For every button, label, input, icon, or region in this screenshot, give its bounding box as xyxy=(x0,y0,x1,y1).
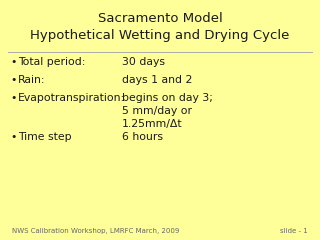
Text: •: • xyxy=(10,132,16,142)
Text: 6 hours: 6 hours xyxy=(122,132,163,142)
Text: slide - 1: slide - 1 xyxy=(280,228,308,234)
Text: Sacramento Model
Hypothetical Wetting and Drying Cycle: Sacramento Model Hypothetical Wetting an… xyxy=(30,12,290,42)
Text: Total period:: Total period: xyxy=(18,57,85,67)
Text: 30 days: 30 days xyxy=(122,57,165,67)
Text: •: • xyxy=(10,93,16,103)
Text: begins on day 3;
5 mm/day or
1.25mm/Δt: begins on day 3; 5 mm/day or 1.25mm/Δt xyxy=(122,93,213,129)
Text: Time step: Time step xyxy=(18,132,72,142)
Text: •: • xyxy=(10,57,16,67)
Text: Rain:: Rain: xyxy=(18,75,45,85)
Text: days 1 and 2: days 1 and 2 xyxy=(122,75,192,85)
Text: Evapotranspiration:: Evapotranspiration: xyxy=(18,93,125,103)
Text: NWS Calibration Workshop, LMRFC March, 2009: NWS Calibration Workshop, LMRFC March, 2… xyxy=(12,228,180,234)
Text: •: • xyxy=(10,75,16,85)
